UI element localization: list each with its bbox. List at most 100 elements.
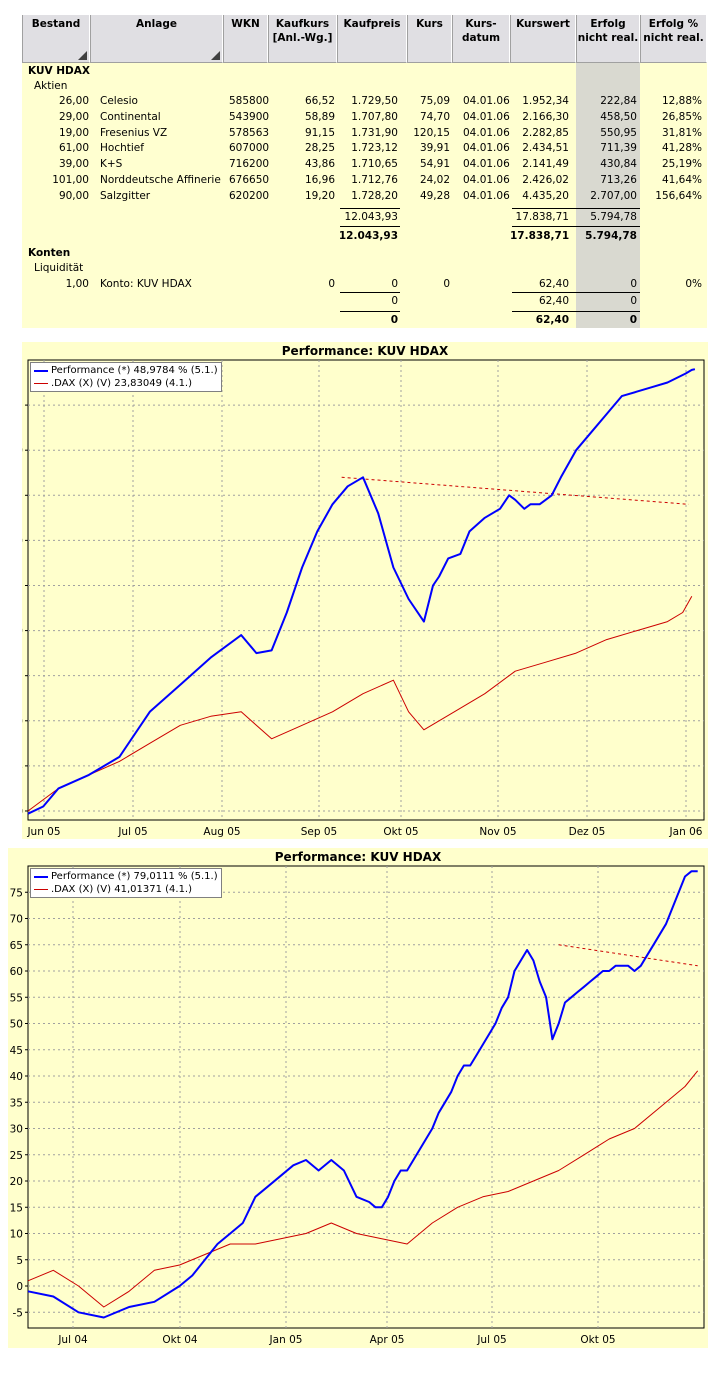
cell-kaufkurs: 28,25	[304, 142, 335, 154]
chart-plot: -5 0 5 10 15 20 25 30 35 40 45 50 55 60 65 70 75 Jul 04 Ok…	[10, 865, 705, 1346]
cell-kaufpreis: 0	[391, 278, 398, 290]
column-header-label: Kurswert	[516, 18, 570, 30]
y-tick-label: 25	[22, 580, 23, 592]
y-tick-label: 0	[16, 1281, 23, 1293]
cell-wkn: 585800	[229, 95, 270, 107]
column-header-kaufkurs[interactable]: Kaufkurs [Anl.-Wg.]	[268, 15, 337, 63]
column-header-kursdatum[interactable]: Kurs- datum	[452, 15, 510, 63]
cell-bestand: 26,00	[58, 95, 89, 107]
cell-kaufpreis: 1.712,76	[351, 174, 398, 186]
legend-item-dax: .DAX (X) (V) 23,83049 (4.1.)	[34, 377, 218, 390]
cell-kurs: 75,09	[419, 95, 450, 107]
cell-wkn: 543900	[229, 111, 270, 123]
sum-underline	[512, 292, 640, 293]
cell-kurswert: 2.166,30	[522, 111, 569, 123]
column-header-erfolg-pct[interactable]: Erfolg % nicht real.	[640, 15, 707, 63]
cell-kurs: 49,28	[419, 190, 450, 202]
series-line-dax	[27, 596, 693, 812]
cell-kaufpreis: 1.723,12	[351, 142, 398, 154]
cell-anlage: Continental	[100, 111, 161, 123]
y-tick-label: 5	[22, 761, 23, 773]
cell-anlage: Fresenius VZ	[100, 127, 168, 139]
cell-bestand: 90,00	[58, 190, 89, 202]
x-tick-label: Jun 05	[26, 826, 60, 838]
column-header-kaufpreis[interactable]: Kaufpreis	[337, 15, 407, 63]
y-tick-label: 20	[22, 626, 23, 638]
cell-anlage: Konto: KUV HDAX	[100, 278, 192, 290]
cell-kaufkurs: 0	[328, 278, 335, 290]
cell-erfolg-pct: 31,81%	[661, 127, 702, 139]
y-tick-label: 40	[22, 445, 23, 457]
x-tick-label: Okt 05	[580, 1334, 615, 1346]
y-tick-label: 45	[22, 400, 23, 412]
cell-kursdatum: 04.01.06	[463, 190, 510, 202]
y-tick-label: 60	[10, 966, 23, 978]
cell-erfolg: 430,84	[600, 158, 637, 170]
y-tick-label: 20	[10, 1176, 23, 1188]
cell-erfolg-pct: 26,85%	[661, 111, 702, 123]
cell-wkn: 578563	[229, 127, 270, 139]
cell-bestand: 39,00	[58, 158, 89, 170]
cell-kaufpreis: 1.728,20	[351, 190, 398, 202]
cell-bestand: 61,00	[58, 142, 89, 154]
cell-erfolg: 711,39	[600, 142, 637, 154]
x-tick-label: Jul 05	[117, 826, 147, 838]
total-kaufpreis: 0	[390, 314, 398, 326]
column-header-wkn[interactable]: WKN	[223, 15, 268, 63]
series-line-performance	[27, 870, 698, 1319]
cell-kurs: 24,02	[419, 174, 450, 186]
chart-title: Performance: KUV HDAX	[281, 344, 449, 358]
cell-kursdatum: 04.01.06	[463, 95, 510, 107]
cell-bestand: 19,00	[58, 127, 89, 139]
column-header-kurswert[interactable]: Kurswert	[510, 15, 576, 63]
cell-erfolg: 713,26	[600, 174, 637, 186]
group-label: Aktien	[34, 80, 68, 92]
column-header-label: Kaufpreis	[343, 18, 401, 30]
y-tick-label: 30	[10, 1124, 23, 1136]
cell-kaufkurs: 58,89	[304, 111, 335, 123]
plot-frame	[27, 359, 705, 821]
cell-kurswert: 2.282,85	[522, 127, 569, 139]
column-header-bestand[interactable]: Bestand	[22, 15, 90, 63]
cell-kurswert: 1.952,34	[522, 95, 569, 107]
column-header-anlage[interactable]: Anlage	[90, 15, 223, 63]
legend-item-performance: Performance (*) 79,0111 % (5.1.)	[34, 870, 218, 883]
y-tick-label: 35	[22, 490, 23, 502]
cell-kurswert: 62,40	[538, 278, 569, 290]
series-line-performance	[27, 368, 696, 815]
plot-frame	[27, 865, 705, 1329]
chart-title: Performance: KUV HDAX	[274, 850, 442, 864]
column-header-label: WKN	[231, 18, 260, 30]
column-header-kurs[interactable]: Kurs	[407, 15, 452, 63]
cell-erfolg: 0	[630, 278, 637, 290]
cell-kurswert: 2.434,51	[522, 142, 569, 154]
sum-underline	[512, 208, 640, 209]
y-tick-label: 50	[10, 1019, 23, 1031]
cell-kaufkurs: 43,86	[304, 158, 335, 170]
cell-erfolg-pct: 41,64%	[661, 174, 702, 186]
y-tick-label: 55	[10, 992, 23, 1004]
column-header-label: Anlage	[136, 18, 177, 30]
cell-kurswert: 4.435,20	[522, 190, 569, 202]
cell-kursdatum: 04.01.06	[463, 127, 510, 139]
y-tick-label: 5	[16, 1255, 23, 1267]
portfolio-name: KUV HDAX	[28, 65, 90, 77]
cell-wkn: 716200	[229, 158, 270, 170]
column-header-label: Kaufkurs [Anl.-Wg.]	[272, 18, 333, 44]
y-tick-label: 65	[10, 940, 23, 952]
trend-line	[341, 476, 689, 505]
portfolio-table: Bestand Anlage WKN Kaufkurs [Anl.-Wg.] Kaufp…	[22, 15, 707, 328]
x-tick-label: Apr 05	[370, 1334, 405, 1346]
x-tick-label: Jan 05	[269, 1334, 303, 1346]
cell-bestand: 101,00	[52, 174, 89, 186]
y-tick-label: 15	[22, 671, 23, 683]
cell-wkn: 620200	[229, 190, 270, 202]
x-tick-label: Dez 05	[569, 826, 606, 838]
cell-erfolg-pct: 156,64%	[655, 190, 702, 202]
cell-kaufkurs: 91,15	[304, 127, 335, 139]
cell-kaufpreis: 1.729,50	[351, 95, 398, 107]
column-header-erfolg[interactable]: Erfolg nicht real.	[576, 15, 640, 63]
cell-kaufkurs: 19,20	[304, 190, 335, 202]
cell-erfolg: 550,95	[600, 127, 637, 139]
subtotal-kaufpreis: 0	[391, 295, 398, 307]
